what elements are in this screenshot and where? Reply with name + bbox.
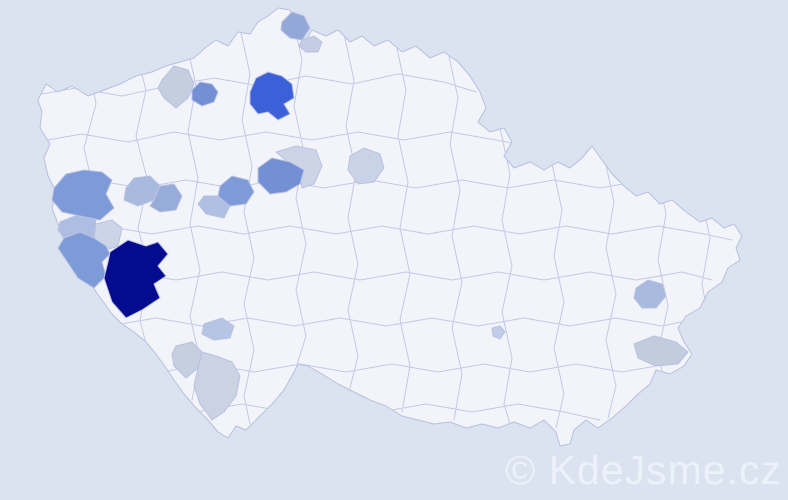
district-region[interactable] [157,65,195,109]
district-region[interactable] [201,317,235,341]
kdejsme-watermark-link[interactable]: © KdeJsme.cz [505,447,782,493]
district-region[interactable] [249,71,295,121]
district-region[interactable] [193,351,241,421]
district-region[interactable] [57,231,111,289]
district-region[interactable] [149,183,183,213]
highlighted-districts [51,11,689,421]
district-region[interactable] [280,11,311,41]
district-region[interactable] [257,157,305,195]
district-region[interactable] [103,239,169,319]
district-region[interactable] [347,147,385,185]
district-region[interactable] [298,35,323,53]
district-region[interactable] [191,81,219,107]
district-region[interactable] [51,169,115,221]
district-region[interactable] [491,325,506,340]
district-region[interactable] [633,279,667,309]
district-region[interactable] [633,335,689,367]
district-region[interactable] [171,341,203,379]
district-region[interactable] [217,175,255,207]
